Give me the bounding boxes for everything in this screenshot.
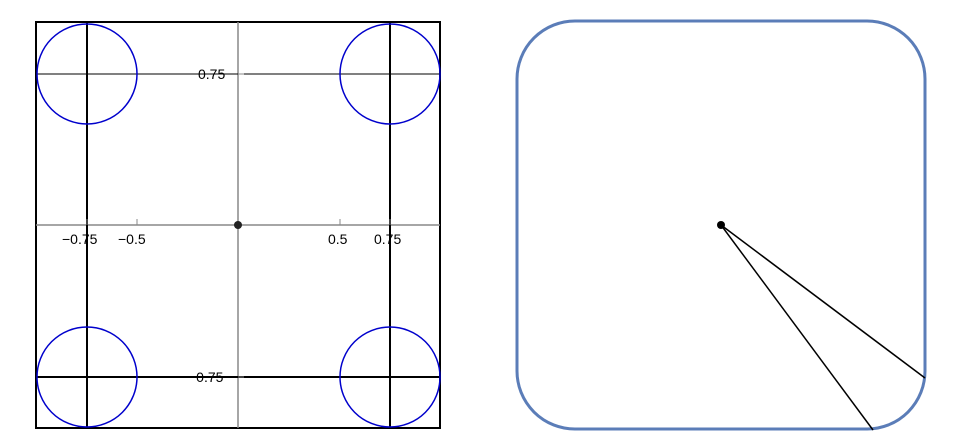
ray-line-lower: [720, 224, 874, 431]
y-tick-label: −0.75: [188, 369, 224, 385]
circle-top-right: [339, 23, 441, 125]
ray-line-upper: [720, 224, 926, 379]
left-plot: −0.75 −0.5 0.5 0.75 0.75 −0.75: [35, 21, 441, 429]
x-tick-label: −0.75: [62, 231, 98, 247]
origin-point: [234, 221, 242, 229]
y-tick-label: 0.75: [198, 66, 225, 82]
circle-bottom-right: [339, 326, 441, 428]
x-tick-label: 0.75: [374, 231, 401, 247]
x-tick-label: 0.5: [328, 231, 348, 247]
center-point: [717, 221, 725, 229]
x-tick-label: −0.5: [118, 231, 146, 247]
circle-top-left: [36, 23, 138, 125]
circle-bottom-left: [36, 326, 138, 428]
rounded-square-border: [515, 19, 927, 431]
right-panel: [515, 19, 927, 431]
